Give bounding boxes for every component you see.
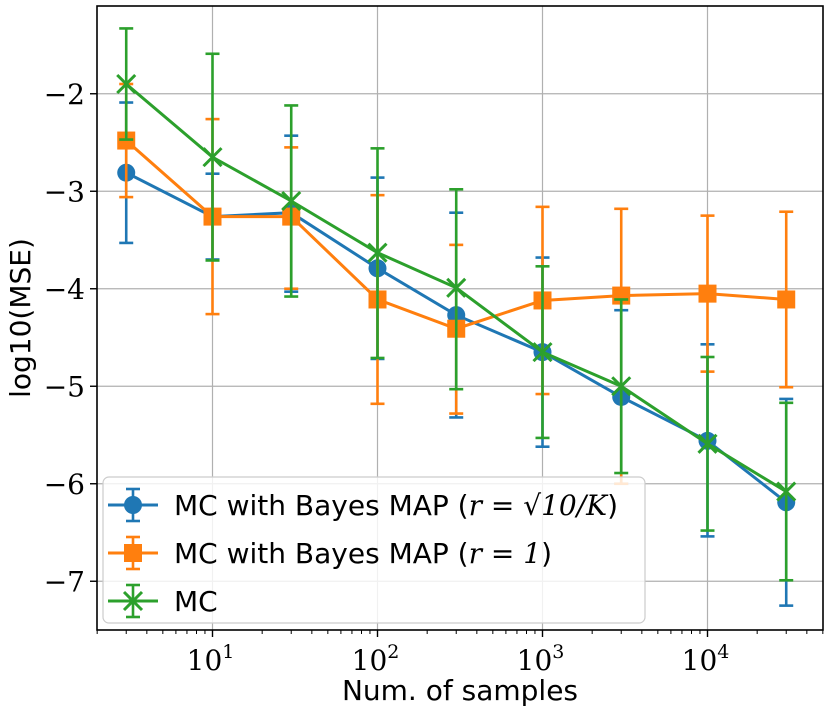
x-marker-stroke bbox=[611, 376, 632, 397]
x-marker-stroke bbox=[122, 590, 144, 612]
x-marker-stroke bbox=[532, 342, 553, 363]
x-tick-base: 10 bbox=[682, 644, 718, 677]
x-marker-stroke bbox=[116, 73, 137, 95]
legend-box bbox=[102, 476, 646, 624]
x-marker-stroke bbox=[281, 190, 302, 212]
x-tick-base: 10 bbox=[352, 644, 388, 677]
y-axis-label: log10(MSE) bbox=[4, 238, 37, 398]
x-tick-base: 10 bbox=[187, 644, 223, 677]
legend-label-suffix: ) bbox=[541, 537, 552, 570]
legend-entry: MC with Bayes MAP (r = √10/K) bbox=[108, 487, 618, 523]
legend-entry: MC with Bayes MAP (r = 1) bbox=[108, 535, 552, 571]
square-marker bbox=[124, 544, 142, 562]
legend-label: MC with Bayes MAP (r = 1) bbox=[174, 537, 552, 570]
square-marker bbox=[777, 290, 796, 309]
x-tick-labels: 101 102 103 104 bbox=[187, 641, 730, 677]
legend-label-prefix: MC with Bayes MAP ( bbox=[174, 489, 469, 522]
x-tick-base: 10 bbox=[517, 644, 553, 677]
legend-entry: MC bbox=[108, 583, 218, 619]
x-marker-stroke bbox=[202, 147, 223, 168]
legend-label-prefix: MC bbox=[174, 585, 218, 618]
y-tick-label: −3 bbox=[44, 175, 85, 208]
y-tick-label: −6 bbox=[44, 468, 85, 501]
x-tick-exponent: 4 bbox=[717, 641, 729, 663]
y-tick-label: −2 bbox=[44, 78, 85, 111]
y-tick-labels: −2 −3 −4 −5 −6 −7 bbox=[44, 78, 85, 599]
legend-label-prefix: MC with Bayes MAP ( bbox=[174, 537, 469, 570]
x-tick-exponent: 2 bbox=[387, 641, 399, 663]
x-marker-stroke bbox=[367, 242, 388, 263]
legend-label-math: r = √10/K bbox=[469, 489, 610, 522]
series-x bbox=[116, 27, 797, 582]
plot-frame bbox=[96, 5, 824, 631]
data-points bbox=[116, 73, 797, 502]
legend-label-math: r = 1 bbox=[469, 537, 541, 570]
legend-label-suffix: ) bbox=[607, 489, 618, 522]
x-tick-label: 104 bbox=[682, 641, 730, 677]
axis-ticks bbox=[90, 93, 824, 637]
x-tick-exponent: 1 bbox=[222, 641, 234, 663]
legend-label: MC bbox=[174, 585, 218, 618]
x-axis-label: Num. of samples bbox=[342, 674, 578, 707]
legend: MC with Bayes MAP (r = √10/K)MC with Bay… bbox=[102, 476, 646, 624]
x-tick-label: 102 bbox=[352, 641, 400, 677]
x-tick-label: 103 bbox=[517, 641, 565, 677]
y-tick-label: −4 bbox=[44, 273, 85, 306]
x-marker-stroke bbox=[697, 433, 718, 454]
x-tick-exponent: 3 bbox=[552, 641, 564, 663]
circle-marker bbox=[124, 496, 142, 514]
plot-series bbox=[116, 27, 797, 607]
square-marker bbox=[698, 284, 717, 303]
y-tick-label: −5 bbox=[44, 370, 85, 403]
x-tick-label: 101 bbox=[187, 641, 235, 677]
y-tick-label: −7 bbox=[44, 565, 85, 598]
x-marker-stroke bbox=[776, 481, 797, 502]
x-marker-stroke bbox=[446, 277, 467, 298]
legend-label: MC with Bayes MAP (r = √10/K) bbox=[174, 489, 618, 522]
